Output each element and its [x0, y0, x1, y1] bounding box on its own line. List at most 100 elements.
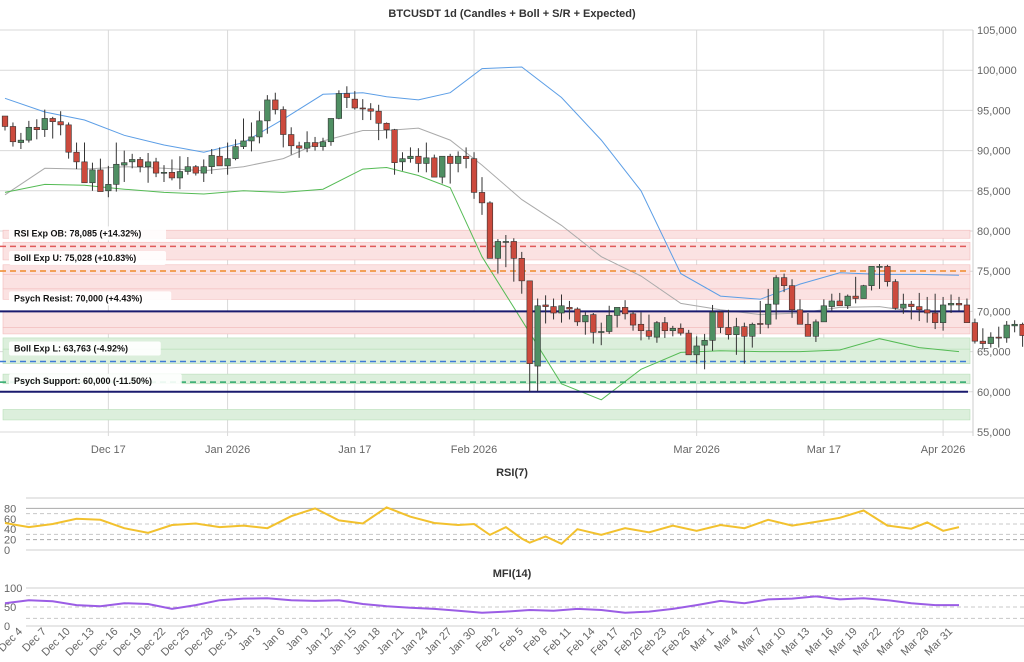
candle-body	[319, 141, 327, 147]
y-tick-label: 60,000	[977, 387, 1011, 399]
candle-body	[502, 241, 509, 243]
candle-body	[105, 184, 112, 192]
y-tick-label: 55,000	[977, 427, 1011, 439]
candle-body	[947, 303, 955, 306]
mfi-x-tick-label: Mar 1	[688, 626, 716, 654]
candle-body	[343, 93, 350, 98]
candle-body	[97, 169, 104, 192]
candle-body	[542, 304, 549, 307]
candle-body	[375, 110, 382, 124]
y-tick-label: 105,000	[977, 25, 1017, 37]
candle-body	[81, 161, 88, 184]
candle-body	[41, 118, 48, 130]
y-tick-label: 85,000	[977, 186, 1011, 198]
level-annotation: Psych Support: 60,000 (-11.50%)	[9, 373, 182, 388]
y-tick-label: 80,000	[977, 226, 1011, 238]
candle-body	[709, 311, 716, 341]
candle-body	[486, 202, 494, 259]
annotation-label: Psych Resist: 70,000 (+4.43%)	[14, 293, 142, 303]
y-tick-label: 100,000	[977, 65, 1017, 77]
y-tick-label: 95,000	[977, 105, 1011, 117]
candle-body	[979, 340, 986, 344]
annotation-box	[9, 341, 161, 356]
boll-lower-line	[4, 166, 960, 401]
candle-body	[916, 306, 923, 311]
candle-body	[590, 314, 597, 333]
sr-zone	[2, 288, 971, 300]
candle-body	[892, 281, 899, 309]
candle-body	[661, 322, 668, 331]
candle-body	[1019, 323, 1024, 336]
candle-body	[963, 304, 971, 323]
candle-body	[773, 277, 780, 305]
candle-body	[208, 155, 215, 167]
candle-body	[415, 155, 422, 164]
mfi-y-tick: 0	[4, 621, 10, 633]
annotation-box	[9, 226, 166, 241]
mfi-x-tick-label: Feb 2	[474, 626, 502, 654]
candle-body	[113, 163, 120, 185]
candle-body	[439, 155, 446, 178]
candle-body	[303, 142, 311, 149]
candle-body	[391, 129, 398, 163]
mfi-y-tick: 100	[4, 583, 22, 595]
candle-body	[1, 115, 9, 127]
candle-body	[526, 280, 533, 364]
mfi-x-tick-label: Jan 3	[236, 626, 264, 654]
candle-body	[765, 303, 772, 325]
candle-body	[987, 336, 994, 344]
candle-body	[17, 139, 25, 143]
mfi-y-tick: 50	[4, 602, 16, 614]
candle-body	[820, 305, 827, 323]
candle-body	[788, 285, 796, 311]
candle-body	[65, 124, 72, 153]
candle-body	[184, 166, 191, 172]
candle-body	[200, 166, 207, 174]
candle-body	[749, 323, 756, 337]
candle-body	[932, 312, 939, 323]
level-annotation: Boll Exp L: 63,763 (-4.92%)	[9, 341, 161, 356]
candle-body	[645, 330, 653, 337]
candle-body	[971, 322, 978, 342]
candle-body	[518, 258, 525, 282]
candle-body	[796, 309, 804, 325]
x-tick-label: Jan 2026	[205, 444, 250, 456]
candle-body	[137, 159, 144, 167]
candle-body	[9, 126, 17, 143]
candle-body	[264, 99, 271, 122]
main-panel: 55,000 60,000 65,000 70,000 75,000 80,000 85,0…	[0, 25, 1024, 456]
rsi-y-tick: 80	[4, 503, 16, 515]
candle-body	[860, 285, 867, 299]
y-tick-label: 75,000	[977, 266, 1011, 278]
candle-body	[693, 345, 700, 356]
candle-body	[25, 126, 32, 141]
candle-body	[447, 155, 454, 164]
candle-body	[145, 161, 152, 167]
y-tick-label: 90,000	[977, 146, 1011, 158]
candle-body	[677, 327, 684, 334]
rsi-line	[4, 506, 960, 545]
candle-body	[431, 157, 438, 178]
mfi-title: MFI(14)	[492, 568, 532, 580]
candle-body	[327, 118, 335, 143]
candle-body	[423, 157, 430, 164]
candle-body	[955, 303, 963, 306]
candle-body	[49, 118, 56, 122]
sr-zone	[2, 348, 971, 364]
candle-body	[470, 158, 478, 193]
rsi-title: RSI(7)	[496, 467, 528, 479]
mfi-x-tick-label: Mar 4	[712, 626, 740, 654]
candle-body	[598, 331, 605, 333]
candle-body	[1003, 324, 1010, 339]
candle-body	[757, 323, 764, 325]
level-annotation: Psych Resist: 70,000 (+4.43%)	[9, 291, 172, 306]
candle-body	[685, 332, 692, 356]
candle-body	[629, 313, 637, 326]
candle-body	[272, 99, 279, 110]
candle-body	[192, 166, 199, 174]
candle-body	[248, 136, 255, 142]
candle-body	[621, 307, 629, 315]
